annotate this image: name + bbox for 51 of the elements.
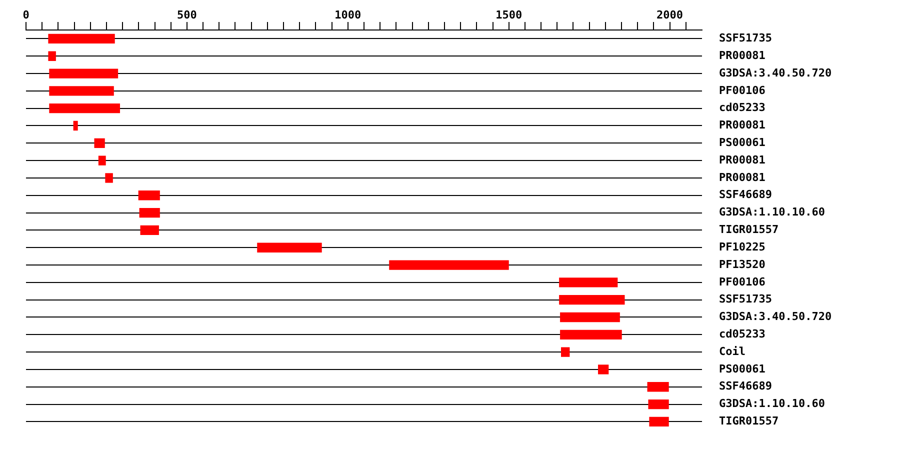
y-tick-label: PF13520 <box>719 258 766 271</box>
y-tick-label: cd05233 <box>719 101 766 114</box>
bar <box>94 138 105 148</box>
bar <box>73 120 78 131</box>
bar <box>560 330 622 340</box>
bar <box>257 242 322 252</box>
y-tick-label: SSF51735 <box>719 32 772 45</box>
y-tick-label: G3DSA:1.10.10.60 <box>719 397 825 410</box>
bar <box>649 416 669 427</box>
y-tick-label: SSF51735 <box>719 292 772 306</box>
y-tick-label: Coil <box>719 344 746 358</box>
bar <box>105 173 113 183</box>
bar <box>559 278 618 288</box>
bar <box>648 399 669 410</box>
y-tick-label: PF10225 <box>719 240 766 254</box>
y-tick-label: PF00106 <box>719 84 766 97</box>
y-tick-label: PR00081 <box>719 48 766 62</box>
y-tick-label: PR00081 <box>719 170 766 184</box>
x-tick-label: 1500 <box>496 8 522 22</box>
bar <box>49 68 118 78</box>
y-tick-label: PF00106 <box>719 275 766 288</box>
bar <box>560 312 620 322</box>
bar <box>48 34 115 44</box>
bar <box>98 156 106 166</box>
y-tick-label: cd05233 <box>719 328 766 341</box>
y-tick-label: TIGR01557 <box>719 414 779 428</box>
y-tick-label: G3DSA:1.10.10.60 <box>719 206 825 219</box>
y-tick-label: PR00081 <box>719 153 766 166</box>
bar <box>138 190 160 200</box>
y-tick-label: PS00061 <box>719 136 766 150</box>
y-tick-label: SSF46689 <box>719 380 772 393</box>
bar <box>48 51 56 61</box>
bar <box>49 104 120 114</box>
y-tick-label: TIGR01557 <box>719 223 779 236</box>
bar <box>559 295 625 305</box>
bar <box>140 225 159 236</box>
bar <box>49 86 114 96</box>
y-tick-label: G3DSA:3.40.50.720 <box>719 310 832 324</box>
y-tick-label: PS00061 <box>719 362 766 376</box>
x-tick-label: 2000 <box>656 8 684 22</box>
bar <box>560 347 570 357</box>
y-tick-label: PR00081 <box>719 118 766 132</box>
x-tick-label: 0 <box>22 8 30 22</box>
bar <box>647 382 669 392</box>
bar <box>389 260 509 270</box>
bar <box>598 364 609 374</box>
y-tick-label: G3DSA:3.40.50.720 <box>719 66 832 80</box>
bar <box>139 208 160 218</box>
y-tick-label: SSF46689 <box>719 188 772 202</box>
x-tick-label: 1000 <box>334 8 362 22</box>
x-tick-label: 500 <box>177 8 197 22</box>
